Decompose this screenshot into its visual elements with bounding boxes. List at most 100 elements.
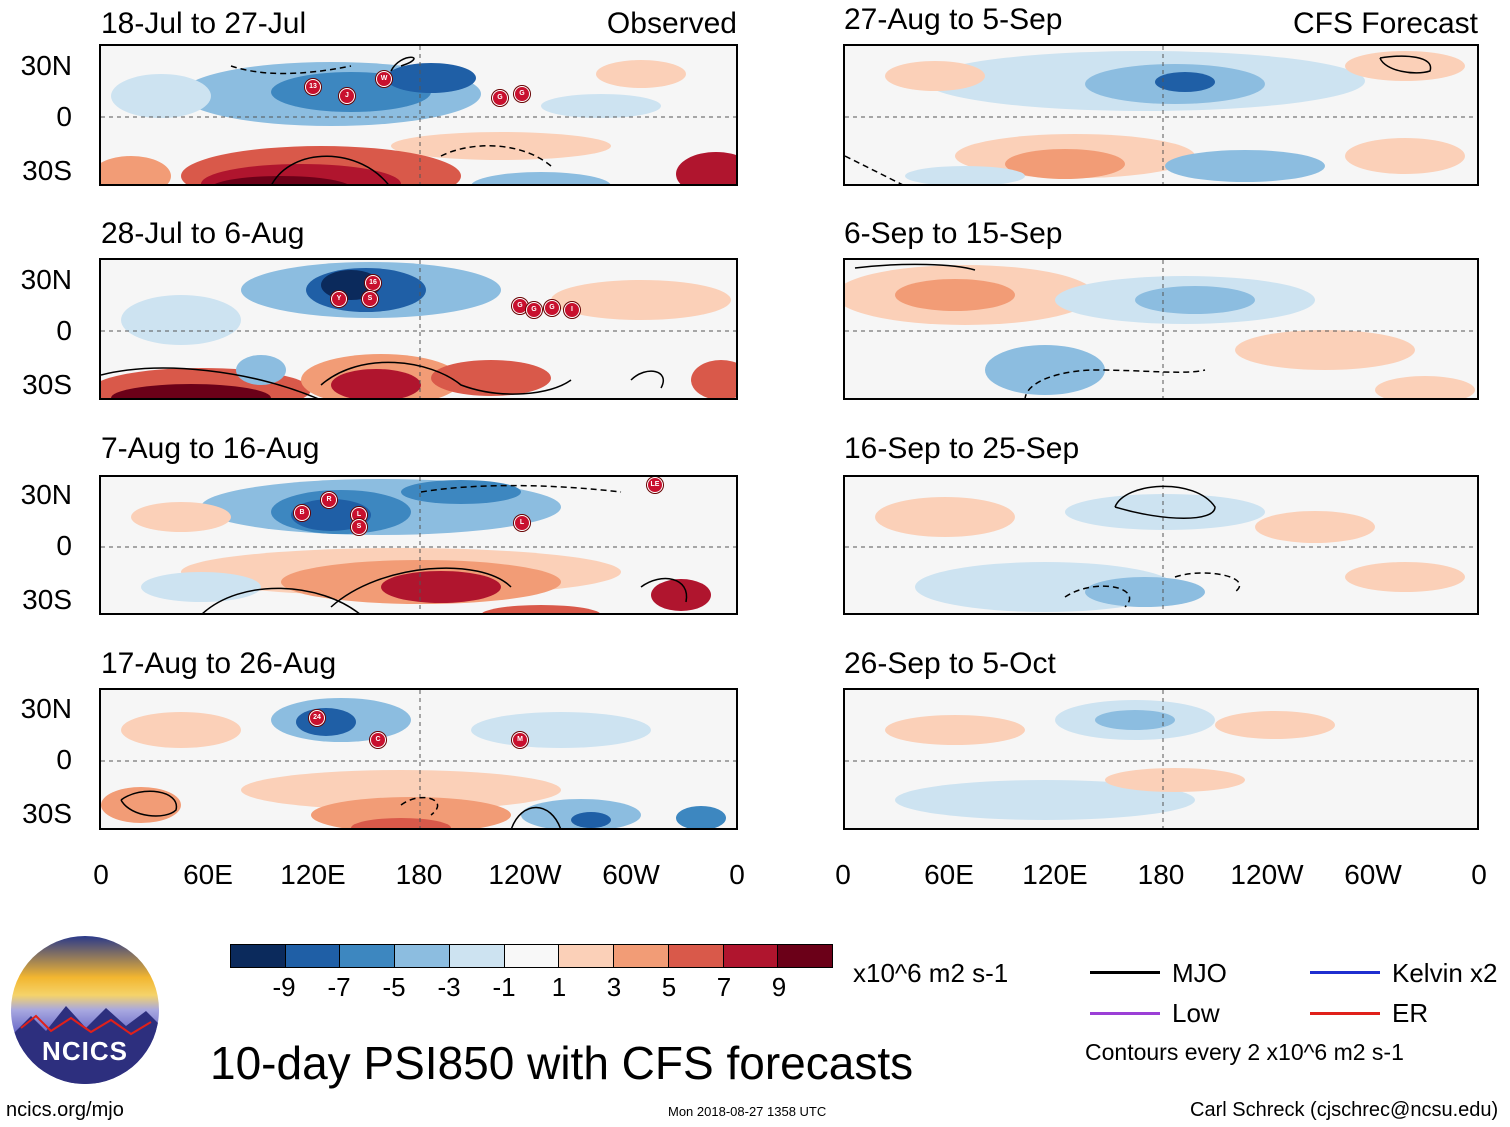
lat-label-30n: 30N: [20, 479, 72, 510]
colorbar-tick: -7: [327, 972, 351, 1002]
lat-label-30s: 30S: [22, 798, 72, 829]
storm-marker: R: [321, 492, 337, 508]
map-panel-forecast-2: [843, 258, 1479, 400]
panel-title-fcst-1: 27-Aug to 5-Sep: [844, 3, 1063, 36]
legend-label-er: ER: [1392, 998, 1429, 1028]
legend-line-kelvin: [1310, 971, 1380, 974]
lon-label-180: 180: [395, 859, 443, 890]
lon-label-0: 0: [93, 859, 109, 890]
storm-marker: LE: [647, 477, 663, 493]
colorbar: [230, 944, 833, 968]
colorbar-swatch: [559, 945, 615, 967]
colorbar-swatch: [504, 945, 560, 967]
lat-label-eq: 0: [56, 315, 72, 346]
lon-label-120w: 120W: [1230, 859, 1304, 890]
legend-label-kelvin: Kelvin x2: [1392, 958, 1498, 988]
panel-title-obs-4: 17-Aug to 26-Aug: [101, 647, 337, 680]
colorbar-swatch: [285, 945, 341, 967]
colorbar-swatch: [449, 945, 505, 967]
lat-label-eq: 0: [56, 744, 72, 775]
colorbar-units: x10^6 m2 s-1: [853, 958, 1009, 988]
storm-marker: S: [351, 519, 367, 535]
timestamp: Mon 2018-08-27 1358 UTC: [668, 1104, 827, 1119]
psi850-field: [845, 260, 1477, 398]
contour-note: Contours every 2 x10^6 m2 s-1: [1085, 1039, 1404, 1065]
storm-marker: C: [370, 732, 386, 748]
map-panel-observed-2: 16 Y S G G G I: [99, 258, 738, 400]
colorbar-tick: -9: [272, 972, 296, 1002]
psi850-field: [845, 477, 1477, 613]
lon-label-180: 180: [1137, 859, 1185, 890]
psi850-field: [101, 46, 736, 184]
storm-marker: G: [544, 300, 560, 316]
colorbar-tick: -3: [437, 972, 461, 1002]
panel-title-obs-1: 18-Jul to 27-Jul: [101, 7, 307, 40]
lon-label-0: 0: [835, 859, 851, 890]
storm-marker: 24: [309, 710, 325, 726]
map-panel-forecast-3: [843, 475, 1479, 615]
lat-label-eq: 0: [56, 101, 72, 132]
lat-label-30s: 30S: [22, 584, 72, 615]
psi850-field: [101, 477, 736, 613]
logo-text: NCICS: [42, 1036, 128, 1066]
legend-line-low: [1090, 1012, 1160, 1015]
lon-label-60w: 60W: [1344, 859, 1402, 890]
psi850-field: [101, 260, 736, 398]
figure-title: 10-day PSI850 with CFS forecasts: [210, 1037, 914, 1089]
lat-label-30n: 30N: [20, 693, 72, 724]
panel-title-fcst-4: 26-Sep to 5-Oct: [844, 647, 1056, 680]
storm-marker: 16: [365, 275, 381, 291]
storm-marker: 13: [305, 79, 321, 95]
observed-label: Observed: [606, 7, 737, 40]
mountain-graphic: [11, 1006, 159, 1084]
lat-label-30s: 30S: [22, 369, 72, 400]
map-panel-observed-3: B R L S L LE: [99, 475, 738, 615]
colorbar-swatch: [668, 945, 724, 967]
author-credit: Carl Schreck (cjschrec@ncsu.edu): [1190, 1099, 1499, 1121]
lon-label-60w: 60W: [602, 859, 660, 890]
legend-label-low: Low: [1172, 998, 1220, 1028]
lon-label-60e: 60E: [183, 859, 233, 890]
storm-marker: B: [294, 505, 310, 521]
panel-title-fcst-2: 6-Sep to 15-Sep: [844, 217, 1063, 250]
lon-label-60e: 60E: [924, 859, 974, 890]
colorbar-tick: 3: [606, 972, 622, 1002]
lon-label-0: 0: [1471, 859, 1487, 890]
storm-marker: L: [514, 515, 530, 531]
cfs-forecast-label: CFS Forecast: [1292, 7, 1478, 40]
lat-label-30s: 30S: [22, 155, 72, 186]
colorbar-swatch: [614, 945, 669, 967]
panel-title-obs-3: 7-Aug to 16-Aug: [101, 432, 320, 465]
map-panel-forecast-4: [843, 688, 1479, 830]
colorbar-tick: -1: [492, 972, 516, 1002]
psi850-field: [845, 690, 1477, 828]
colorbar-swatch: [340, 945, 396, 967]
lon-label-120e: 120E: [280, 859, 346, 890]
lon-label-0: 0: [729, 859, 745, 890]
map-panel-forecast-1: [843, 44, 1479, 186]
colorbar-tick: 9: [771, 972, 787, 1002]
lon-label-120e: 120E: [1022, 859, 1088, 890]
ncics-logo: NCICS: [11, 936, 159, 1084]
colorbar-tick: 7: [716, 972, 732, 1002]
legend-line-er: [1310, 1012, 1380, 1015]
panel-title-fcst-3: 16-Sep to 25-Sep: [844, 432, 1080, 465]
legend-line-mjo: [1090, 971, 1160, 974]
storm-marker: W: [376, 71, 392, 87]
colorbar-swatch: [395, 945, 450, 967]
storm-marker: S: [362, 291, 378, 307]
storm-marker: I: [564, 302, 580, 318]
legend-label-mjo: MJO: [1172, 958, 1227, 988]
colorbar-swatch: [231, 945, 286, 967]
lat-label-30n: 30N: [20, 264, 72, 295]
lat-label-eq: 0: [56, 530, 72, 561]
colorbar-swatch: [778, 945, 833, 967]
lat-label-30n: 30N: [20, 50, 72, 81]
colorbar-tick: -5: [382, 972, 406, 1002]
storm-marker: G: [514, 86, 530, 102]
storm-marker: G: [526, 302, 542, 318]
map-panel-observed-1: 13 J W G G: [99, 44, 738, 186]
source-url[interactable]: ncics.org/mjo: [6, 1099, 124, 1121]
psi850-field: [845, 46, 1477, 184]
storm-marker: M: [512, 732, 528, 748]
